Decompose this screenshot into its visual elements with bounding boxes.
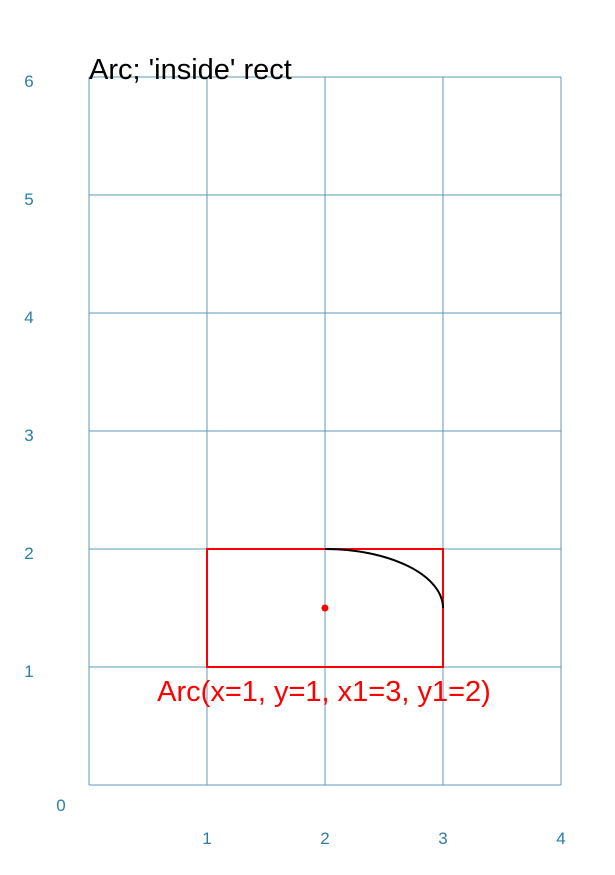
x-tick-label: 1 (202, 829, 211, 848)
tick-labels: 0 1 2 3 4 1 2 3 4 5 6 (24, 72, 565, 848)
center-point (321, 604, 329, 612)
x-tick-label: 3 (438, 829, 447, 848)
y-tick-label: 5 (24, 190, 33, 209)
y-tick-label: 4 (24, 308, 33, 327)
x-tick-label: 2 (320, 829, 329, 848)
arc-curve (324, 548, 444, 609)
diagram-title: Arc; 'inside' rect (89, 54, 292, 86)
y-tick-label: 1 (24, 662, 33, 681)
grid (88, 76, 562, 786)
y-tick-label: 2 (24, 544, 33, 563)
y-tick-label: 3 (24, 426, 33, 445)
x-tick-label: 0 (56, 796, 65, 815)
x-tick-label: 4 (556, 829, 565, 848)
y-tick-label: 6 (24, 72, 33, 91)
arc-annotation: Arc(x=1, y=1, x1=3, y1=2) (157, 676, 491, 708)
